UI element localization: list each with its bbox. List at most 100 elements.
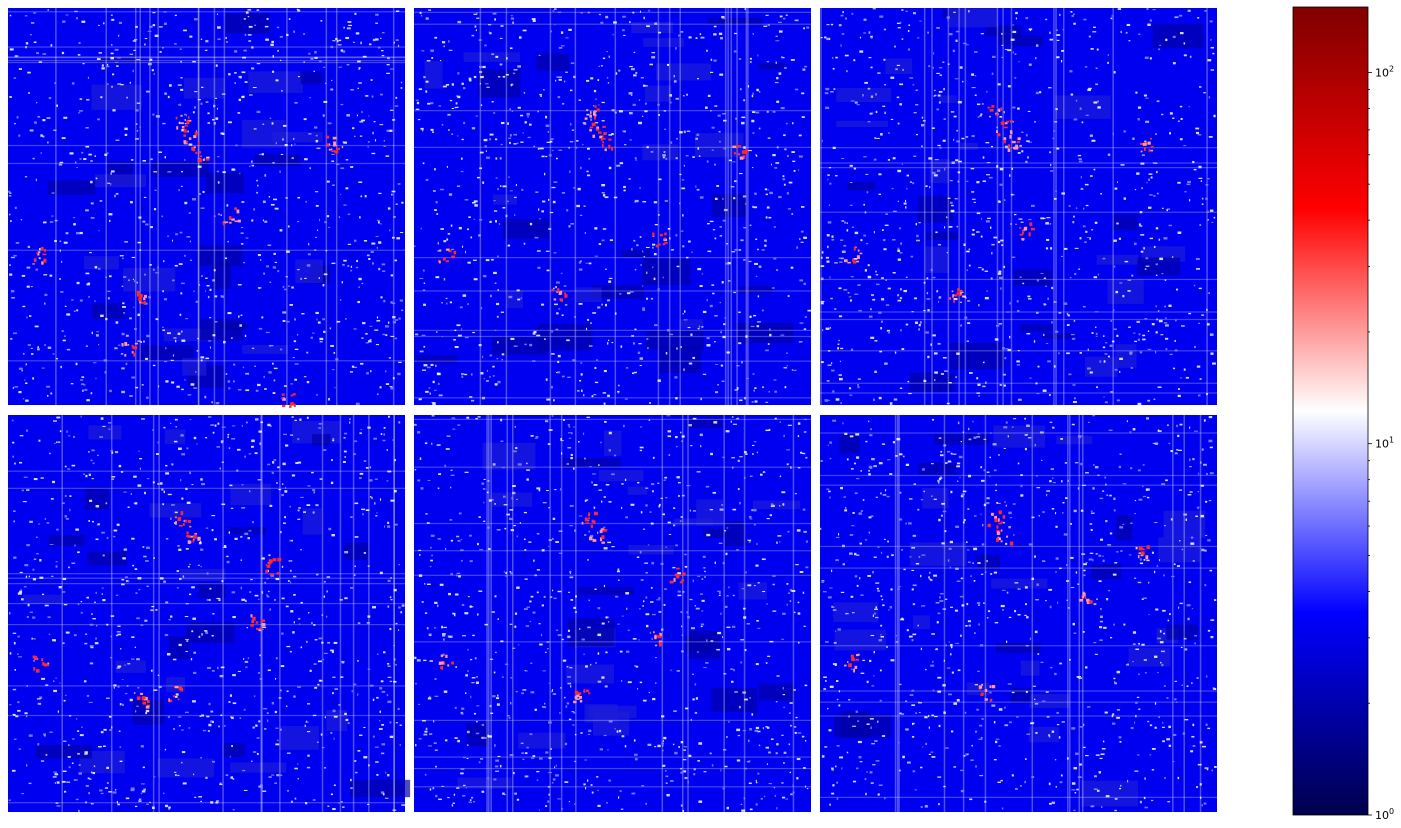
heatmap-cell (96, 331, 99, 333)
heatmap-cell (111, 73, 115, 76)
heatmap-cell (279, 229, 283, 232)
heatmap-cell (494, 744, 496, 747)
heatmap-cell (586, 170, 589, 173)
heatmap-cell (493, 210, 498, 212)
heatmap-cell (13, 77, 17, 79)
heatmap-cell (741, 588, 745, 590)
heatmap-cell (429, 566, 432, 568)
heatmap-cell (284, 288, 287, 291)
heatmap-cell (184, 123, 188, 125)
heatmap-cell (392, 302, 396, 305)
heatmap-cell (345, 159, 349, 161)
heatmap-cell (291, 416, 294, 418)
heatmap-cell (306, 416, 309, 419)
heatmap-cell (361, 337, 364, 339)
heatmap-cell (561, 638, 564, 641)
heatmap-cell (206, 285, 210, 287)
heatmap-cell (639, 357, 644, 360)
heatmap-cell (492, 375, 495, 377)
heatmap-cell (366, 622, 370, 624)
heatmap-cell (765, 216, 768, 219)
heatmap-cell (931, 127, 935, 129)
heatmap-cell (923, 281, 926, 284)
heatmap-cell (1128, 326, 1131, 328)
heatmap-cell (778, 30, 783, 33)
heatmap-cell (217, 38, 221, 41)
heatmap-cell (241, 507, 246, 509)
heatmap-cell (456, 574, 458, 577)
heatmap-cell (157, 674, 160, 676)
heatmap-cell (60, 365, 62, 369)
heatmap-cell (294, 797, 297, 800)
heatmap-cell (438, 105, 442, 107)
heatmap-cell (574, 529, 576, 532)
heatmap-cell (28, 734, 33, 737)
heatmap-cell (84, 751, 88, 754)
heatmap-cell (152, 268, 155, 271)
heatmap-cell (106, 697, 110, 699)
heatmap-cell (744, 648, 747, 652)
heatmap-cell (601, 239, 605, 242)
heatmap-cell (24, 712, 28, 715)
heatmap-cell (267, 423, 271, 427)
heatmap-cell (926, 277, 929, 280)
heatmap-cell (510, 17, 515, 20)
heatmap-cell (944, 370, 948, 372)
heatmap-cell (937, 244, 942, 246)
heatmap-cell (735, 117, 737, 120)
heatmap-cell (874, 340, 878, 342)
heatmap-cell (502, 219, 550, 239)
heatmap-hotspot (186, 531, 189, 535)
heatmap-cell (502, 206, 506, 209)
heatmap-cell (641, 785, 645, 787)
heatmap-cell (201, 482, 205, 486)
heatmap-cell (683, 368, 685, 371)
heatmap-cell (830, 91, 834, 93)
heatmap-cell (457, 777, 512, 789)
heatmap-cell (914, 297, 917, 300)
heatmap-cell (799, 279, 804, 282)
heatmap-cell (1209, 209, 1214, 212)
heatmap-cell (274, 207, 279, 210)
heatmap-cell (445, 297, 448, 300)
heatmap-cell (682, 245, 685, 248)
heatmap-cell (319, 218, 321, 222)
heatmap-cell (734, 180, 737, 183)
heatmap-cell (683, 164, 685, 167)
heatmap-cell (241, 598, 246, 601)
heatmap-cell (189, 418, 192, 421)
heatmap-cell (953, 115, 957, 118)
heatmap-cell (669, 237, 671, 240)
heatmap-cell (776, 807, 778, 810)
heatmap-cell (999, 183, 1003, 186)
heatmap-cell (485, 150, 487, 152)
heatmap-cell (831, 369, 835, 372)
heatmap-cell (1028, 63, 1032, 66)
heatmap-hotspot (276, 572, 280, 575)
heatmap-cell (221, 93, 226, 95)
heatmap-cell (558, 530, 563, 532)
heatmap-hotspot (952, 294, 954, 298)
heatmap-cell (669, 333, 674, 336)
heatmap-cell (509, 571, 512, 573)
heatmap-cell (1019, 144, 1022, 147)
heatmap-cell (1115, 344, 1137, 368)
heatmap-cell (506, 513, 511, 516)
heatmap-cell (686, 256, 689, 259)
heatmap-cell (750, 325, 755, 328)
heatmap-cell (588, 262, 592, 265)
heatmap-cell (434, 36, 438, 39)
heatmap-cell (1007, 49, 1012, 52)
heatmap-cell (229, 755, 231, 758)
heatmap-cell (152, 806, 155, 809)
heatmap-cell (244, 81, 248, 83)
heatmap-cell (552, 517, 556, 520)
heatmap-cell (638, 99, 641, 101)
heatmap-cell (719, 140, 721, 143)
heatmap-cell (480, 372, 484, 375)
heatmap-cell (414, 469, 417, 471)
heatmap-cell (1072, 384, 1076, 386)
heatmap-cell (179, 231, 183, 234)
heatmap-cell (333, 641, 338, 644)
heatmap-cell (300, 646, 303, 649)
